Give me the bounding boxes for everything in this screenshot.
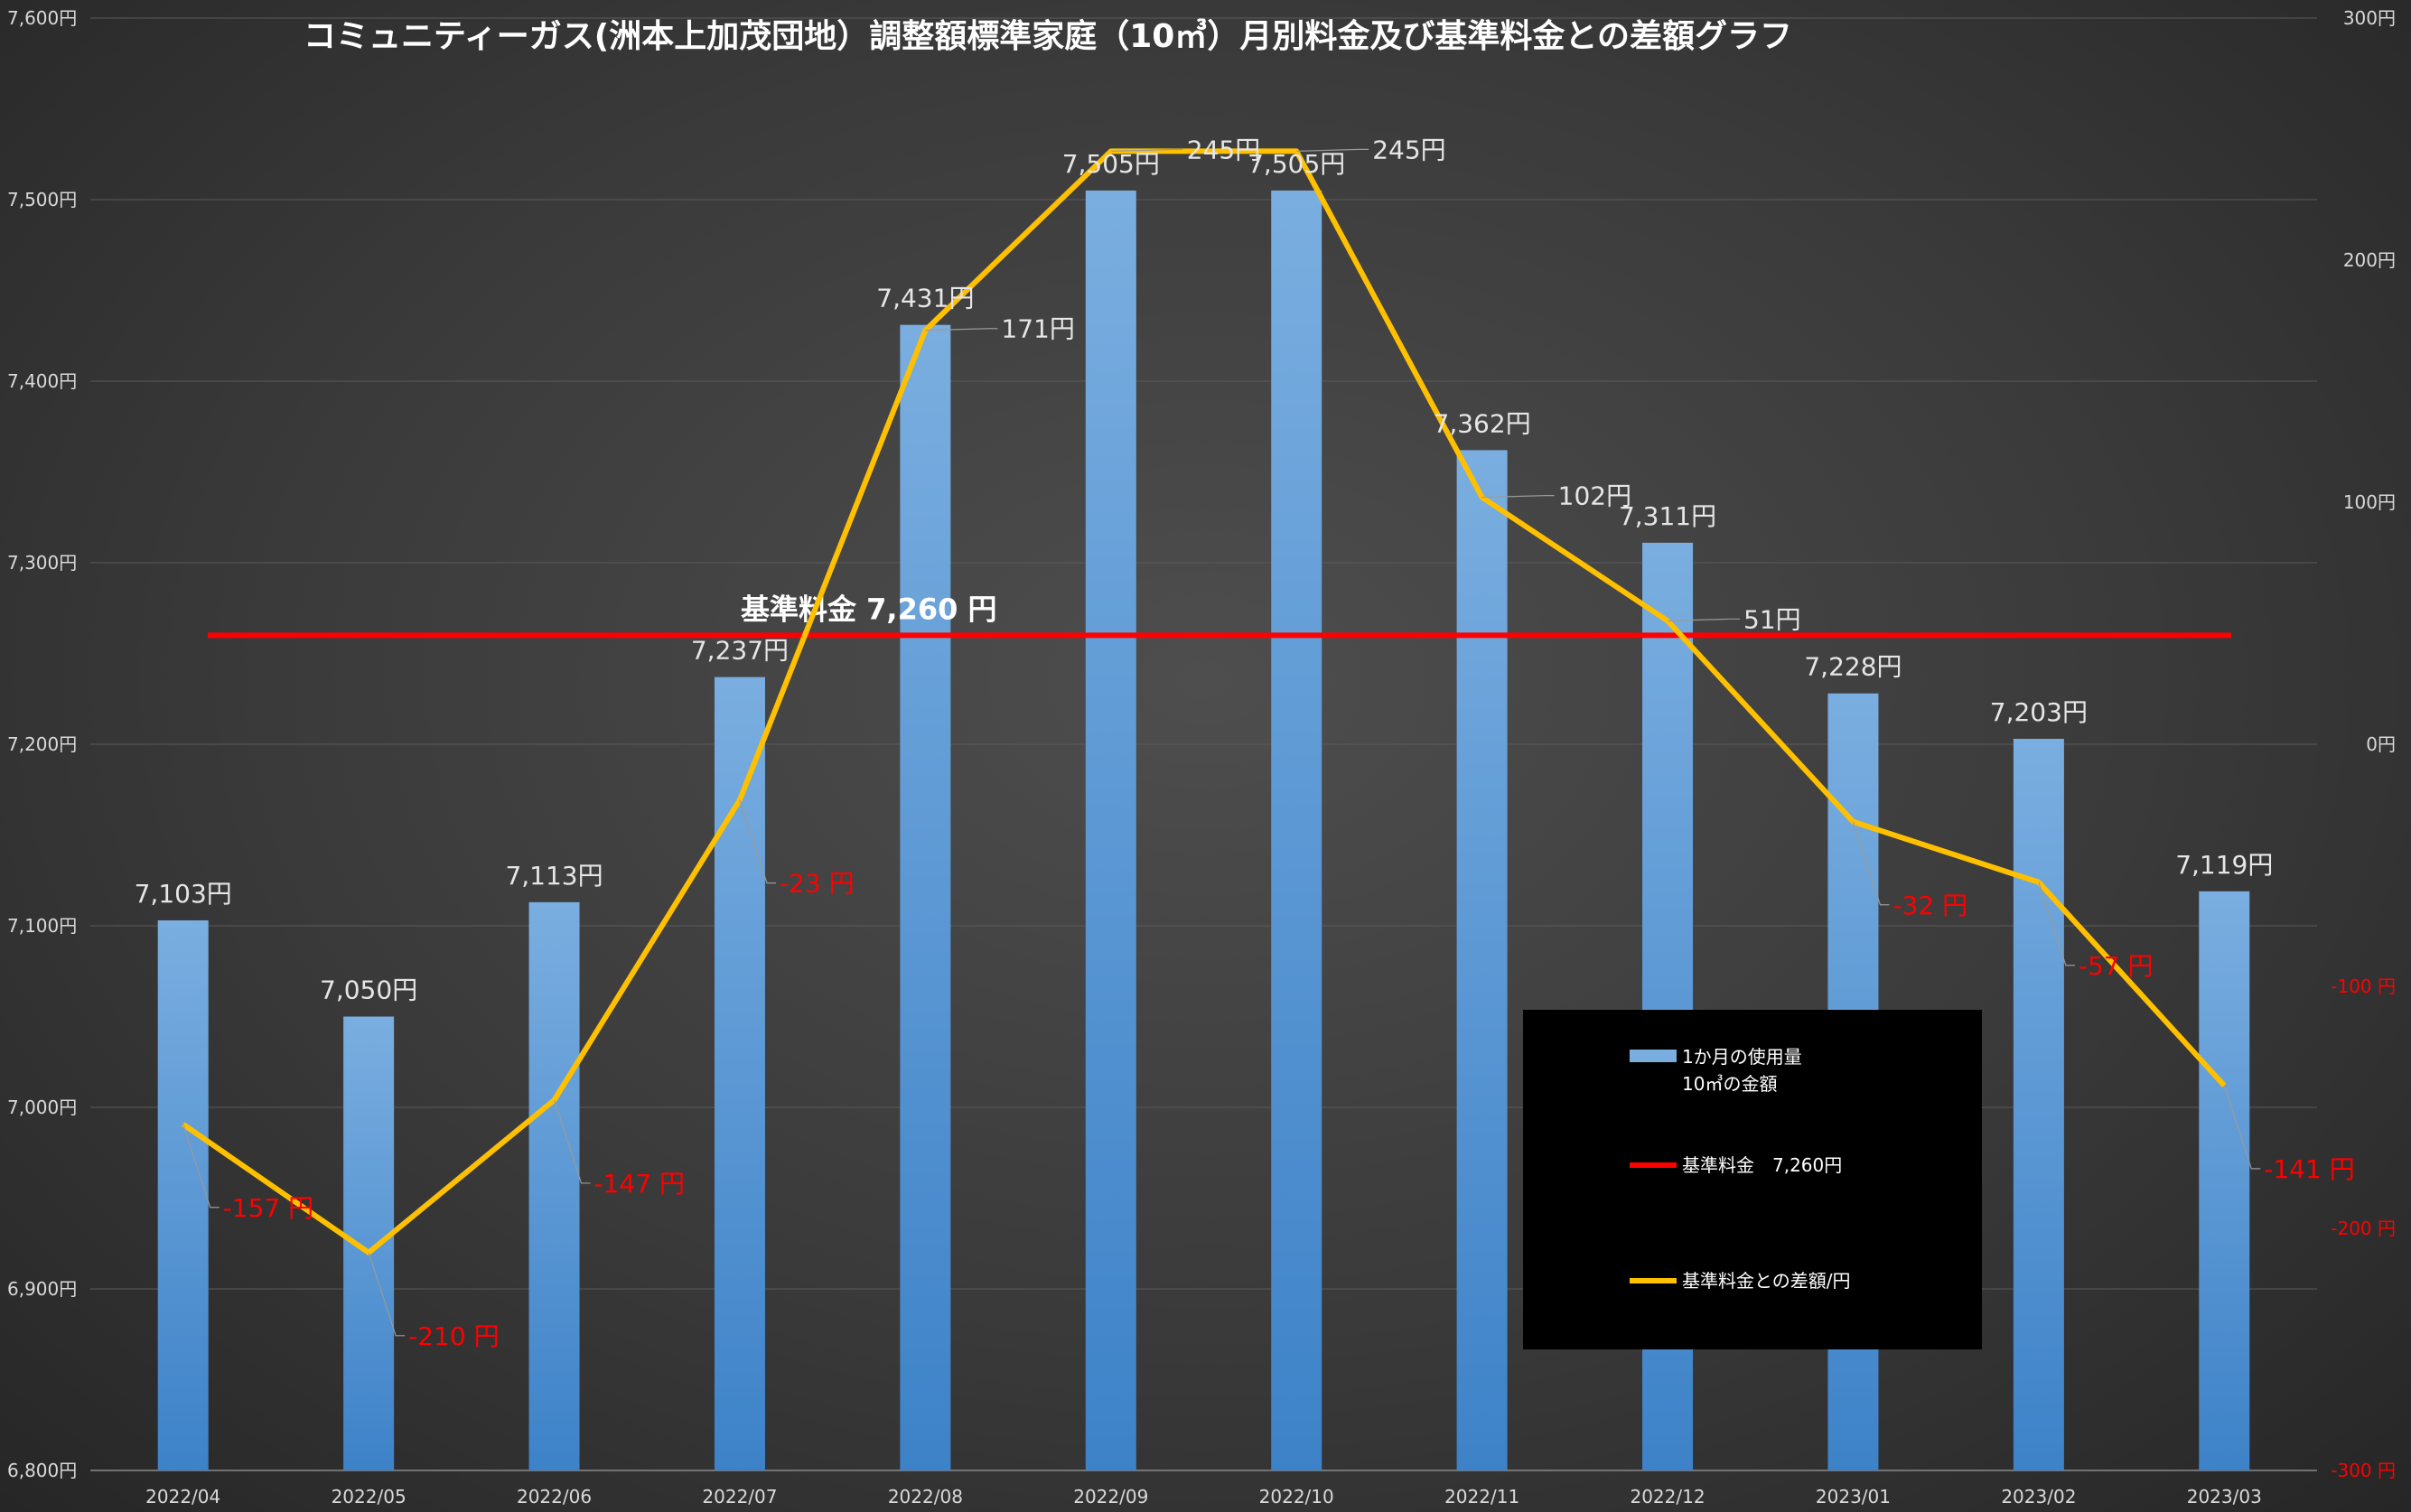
bar — [1271, 190, 1322, 1471]
diff-value-label: -23 円 — [780, 869, 855, 899]
reference-line-group: 基準料金 7,260 円 — [208, 592, 2231, 639]
x-tick-label: 2023/03 — [2187, 1486, 2262, 1507]
leader-line — [1110, 148, 1183, 152]
bar — [157, 919, 209, 1470]
diff-value-label: -141 円 — [2264, 1154, 2354, 1184]
reference-line-label: 基準料金 7,260 円 — [741, 592, 997, 626]
right-tick-label: 0円 — [2366, 733, 2396, 755]
left-tick-label: 7,000円 — [7, 1097, 77, 1118]
bar-value-label: 7,113円 — [505, 861, 603, 891]
x-tick-label: 2022/05 — [332, 1486, 407, 1507]
bar — [2199, 891, 2250, 1470]
bar-value-label: 7,431円 — [876, 284, 974, 313]
diff-value-label: -147 円 — [594, 1169, 685, 1199]
x-tick-label: 2022/06 — [517, 1486, 592, 1507]
right-tick-label: -300 円 — [2331, 1460, 2396, 1481]
left-tick-label: 7,400円 — [7, 370, 77, 392]
bar-value-label: 7,311円 — [1619, 501, 1716, 531]
leader-line — [553, 1099, 591, 1184]
grid-layer — [90, 17, 2317, 1471]
x-tick-label: 2022/08 — [888, 1486, 963, 1507]
x-axis: 2022/04 2022/05 2022/06 2022/07 2022/08 2022/… — [145, 1486, 2262, 1507]
bar — [528, 901, 580, 1470]
diff-value-label: -57 円 — [2079, 951, 2154, 981]
right-tick-label: -100 円 — [2331, 975, 2396, 997]
right-tick-label: 200円 — [2343, 249, 2396, 271]
diff-value-label: -32 円 — [1892, 891, 1967, 920]
bar-value-label: 7,228円 — [1804, 652, 1902, 682]
legend-swatch-bar — [1630, 1050, 1677, 1062]
bar-value-label: 7,237円 — [691, 636, 789, 666]
left-tick-label: 7,500円 — [7, 189, 77, 210]
bar-value-label: 7,505円 — [1248, 149, 1345, 179]
bar-value-label: 7,505円 — [1062, 149, 1160, 179]
leader-line — [1852, 821, 1890, 906]
diff-value-label: 245円 — [1187, 135, 1260, 164]
leader-line — [1481, 495, 1555, 499]
left-axis: 6,800円 6,900円 7,000円 7,100円 7,200円 7,300円 7,40… — [7, 7, 77, 1481]
bar-value-label: 7,119円 — [2175, 850, 2273, 880]
right-tick-label: -200 円 — [2331, 1218, 2396, 1239]
left-tick-label: 7,300円 — [7, 552, 77, 574]
leader-line — [2038, 882, 2075, 966]
diff-line-group — [182, 148, 2261, 1337]
bar — [2013, 738, 2064, 1470]
bar — [900, 324, 951, 1471]
chart-title: コミュニティーガス(洲本上加茂団地）調整額標準家庭（10㎥）月別料金及び基準料金… — [304, 17, 1792, 55]
x-tick-label: 2022/09 — [1073, 1486, 1148, 1507]
leader-line — [368, 1252, 406, 1337]
leader-line — [739, 799, 776, 884]
left-tick-label: 7,600円 — [7, 7, 77, 29]
x-tick-label: 2023/01 — [1816, 1486, 1891, 1507]
x-tick-label: 2022/12 — [1630, 1486, 1705, 1507]
legend-item-label: 1か月の使用量 — [1682, 1046, 1802, 1068]
leader-line — [1668, 618, 1741, 621]
left-tick-label: 6,800円 — [7, 1460, 77, 1481]
x-tick-label: 2023/02 — [2001, 1486, 2076, 1507]
data-labels: 7,103円 7,050円 7,113円 7,237円 7,431円 7,505円 7,50… — [135, 135, 2355, 1350]
right-tick-label: 100円 — [2343, 491, 2396, 513]
diff-value-label: -210 円 — [408, 1321, 499, 1351]
leader-line — [925, 328, 998, 331]
leader-line — [182, 1124, 220, 1209]
right-tick-label: 300円 — [2343, 7, 2396, 29]
diff-value-label: 171円 — [1001, 314, 1074, 344]
leader-line — [1296, 148, 1369, 152]
diff-line — [182, 148, 2227, 1255]
left-tick-label: 6,900円 — [7, 1278, 77, 1300]
bar — [1456, 450, 1508, 1470]
diff-value-label: 102円 — [1558, 481, 1631, 511]
bar — [714, 677, 765, 1470]
right-axis: -300 円 -200 円 -100 円 0円 100円 200円 300円 — [2331, 7, 2396, 1481]
x-tick-label: 2022/04 — [145, 1486, 220, 1507]
x-tick-label: 2022/11 — [1444, 1486, 1519, 1507]
bar — [1085, 190, 1136, 1471]
diff-value-label: -157 円 — [223, 1193, 313, 1223]
legend-box — [1523, 1010, 1982, 1349]
bar-value-label: 7,362円 — [1434, 408, 1531, 438]
bar-value-label: 7,103円 — [135, 879, 232, 909]
x-tick-label: 2022/10 — [1259, 1486, 1334, 1507]
legend-item-label: 基準料金との差額/円 — [1682, 1270, 1851, 1292]
legend-item-label: 10㎥の金額 — [1682, 1073, 1777, 1095]
bar-value-label: 7,050円 — [320, 975, 417, 1005]
legend-item-label: 基準料金 7,260円 — [1682, 1154, 1842, 1176]
diff-value-label: 245円 — [1372, 135, 1445, 164]
bar-value-label: 7,203円 — [1990, 697, 2088, 727]
left-tick-label: 7,200円 — [7, 733, 77, 755]
diff-value-label: 51円 — [1743, 604, 1801, 634]
leader-line — [2223, 1085, 2261, 1170]
x-tick-label: 2022/07 — [702, 1486, 777, 1507]
left-tick-label: 7,100円 — [7, 915, 77, 937]
